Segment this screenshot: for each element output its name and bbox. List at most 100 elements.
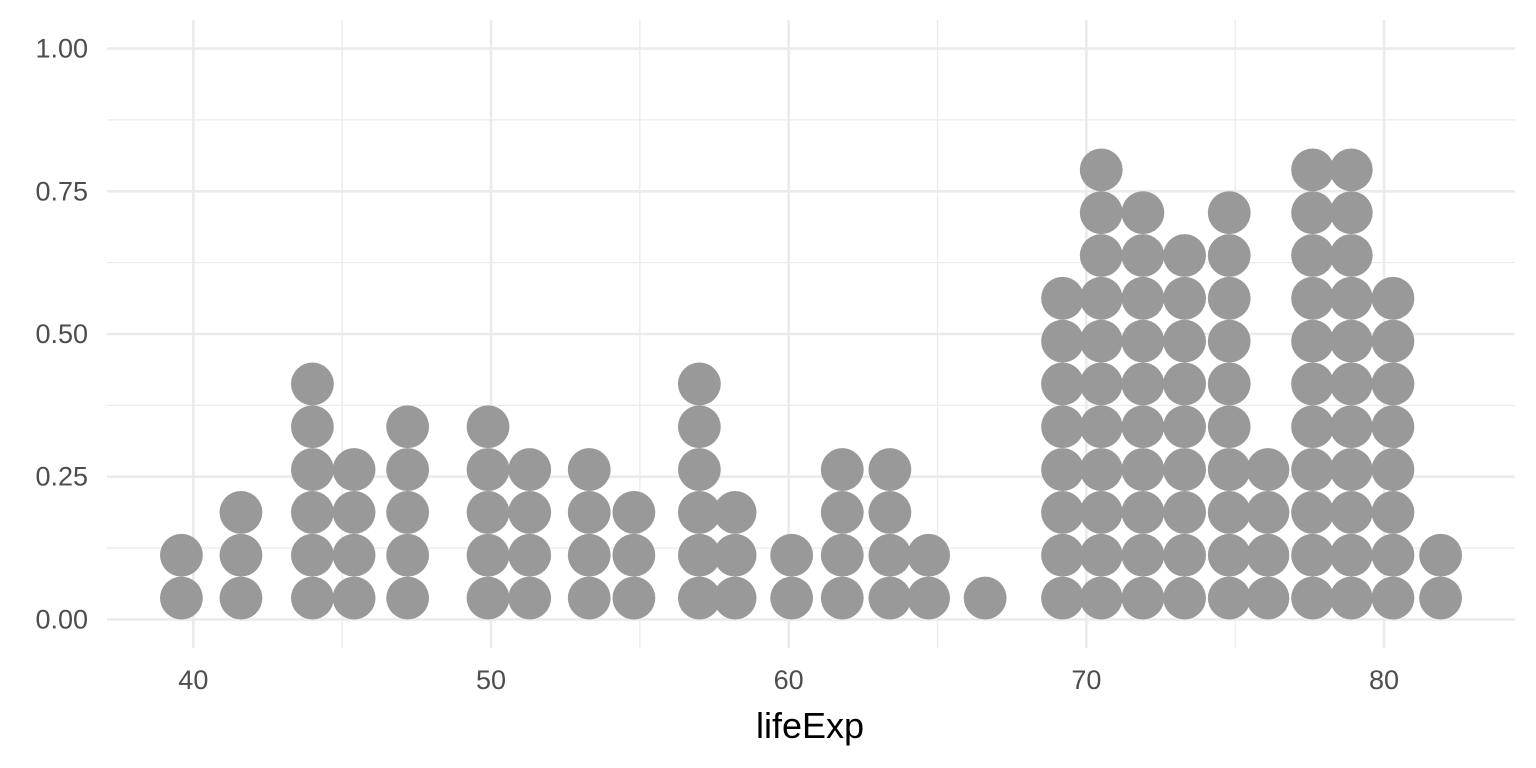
- x-axis-title: lifeExp: [756, 705, 864, 746]
- dot: [1079, 533, 1123, 577]
- dot: [770, 533, 814, 577]
- dot: [219, 491, 263, 534]
- dot: [1079, 234, 1123, 277]
- dot: [466, 576, 510, 620]
- dot: [1329, 448, 1373, 491]
- y-tick-label: 0.50: [35, 319, 88, 349]
- dot: [1121, 362, 1165, 406]
- dot: [1121, 405, 1165, 449]
- dot: [567, 448, 611, 491]
- x-tick-label: 60: [774, 665, 804, 695]
- dot: [1371, 491, 1415, 534]
- dot: [1371, 319, 1415, 363]
- dot: [332, 533, 376, 577]
- dot: [1291, 491, 1334, 534]
- dot: [1329, 191, 1373, 235]
- dot: [1246, 491, 1290, 534]
- dot: [1041, 405, 1084, 449]
- dot: [290, 491, 334, 534]
- dots-layer: [160, 148, 1462, 620]
- y-tick-label: 0.00: [35, 604, 88, 634]
- dot: [1291, 533, 1334, 577]
- dot: [290, 448, 334, 491]
- dot: [1207, 405, 1251, 449]
- dot: [1041, 533, 1084, 577]
- dot: [1041, 276, 1084, 320]
- dot: [1291, 405, 1334, 449]
- dot: [907, 533, 950, 577]
- dot: [1121, 576, 1165, 620]
- dot: [290, 576, 334, 620]
- dot: [386, 491, 430, 534]
- y-tick-label: 1.00: [35, 34, 88, 64]
- dot: [1121, 491, 1165, 534]
- x-tick-label: 40: [178, 665, 208, 695]
- dot: [508, 491, 552, 534]
- x-tick-label: 70: [1071, 665, 1101, 695]
- dot: [770, 576, 814, 620]
- dot: [1329, 362, 1373, 406]
- dot: [219, 533, 263, 577]
- dot: [1371, 448, 1415, 491]
- dot: [713, 533, 757, 577]
- dot: [1163, 276, 1206, 320]
- dot: [1329, 533, 1373, 577]
- dot: [1329, 276, 1373, 320]
- dot: [1079, 448, 1123, 491]
- dot: [1246, 448, 1290, 491]
- dot: [820, 576, 864, 620]
- dot: [1163, 319, 1206, 363]
- dot: [1291, 319, 1334, 363]
- dot: [713, 491, 757, 534]
- dot: [1291, 576, 1334, 620]
- dot: [612, 491, 656, 534]
- dot: [1207, 319, 1251, 363]
- dot: [820, 448, 864, 491]
- dot: [677, 448, 721, 491]
- dot: [677, 405, 721, 449]
- dot: [1079, 191, 1123, 235]
- dot: [1163, 576, 1206, 620]
- dot: [332, 448, 376, 491]
- dot: [677, 362, 721, 406]
- dot: [963, 576, 1007, 620]
- dot: [1329, 319, 1373, 363]
- dot: [1419, 576, 1462, 620]
- dot: [1329, 405, 1373, 449]
- x-tick-label: 80: [1369, 665, 1399, 695]
- dot: [868, 491, 912, 534]
- dot: [160, 576, 203, 620]
- dot: [1163, 362, 1206, 406]
- dot: [1291, 234, 1334, 277]
- dot: [1121, 533, 1165, 577]
- dot: [1371, 276, 1415, 320]
- dot: [1329, 234, 1373, 277]
- x-tick-label: 50: [476, 665, 506, 695]
- dot: [1163, 234, 1206, 277]
- dot: [332, 576, 376, 620]
- dot: [1371, 362, 1415, 406]
- dot: [1079, 148, 1123, 192]
- dot: [508, 533, 552, 577]
- dot: [1041, 362, 1084, 406]
- dot: [713, 576, 757, 620]
- dot: [677, 576, 721, 620]
- dot: [1207, 576, 1251, 620]
- dot: [332, 491, 376, 534]
- dot: [1121, 276, 1165, 320]
- dot: [466, 405, 510, 449]
- dot: [1079, 362, 1123, 406]
- dot: [1246, 533, 1290, 577]
- dot: [1163, 533, 1206, 577]
- dot: [820, 491, 864, 534]
- dot: [1041, 448, 1084, 491]
- dot: [612, 533, 656, 577]
- dot: [820, 533, 864, 577]
- dot: [1329, 491, 1373, 534]
- dot: [1371, 576, 1415, 620]
- dot: [290, 405, 334, 449]
- dot: [1207, 191, 1251, 235]
- dot: [612, 576, 656, 620]
